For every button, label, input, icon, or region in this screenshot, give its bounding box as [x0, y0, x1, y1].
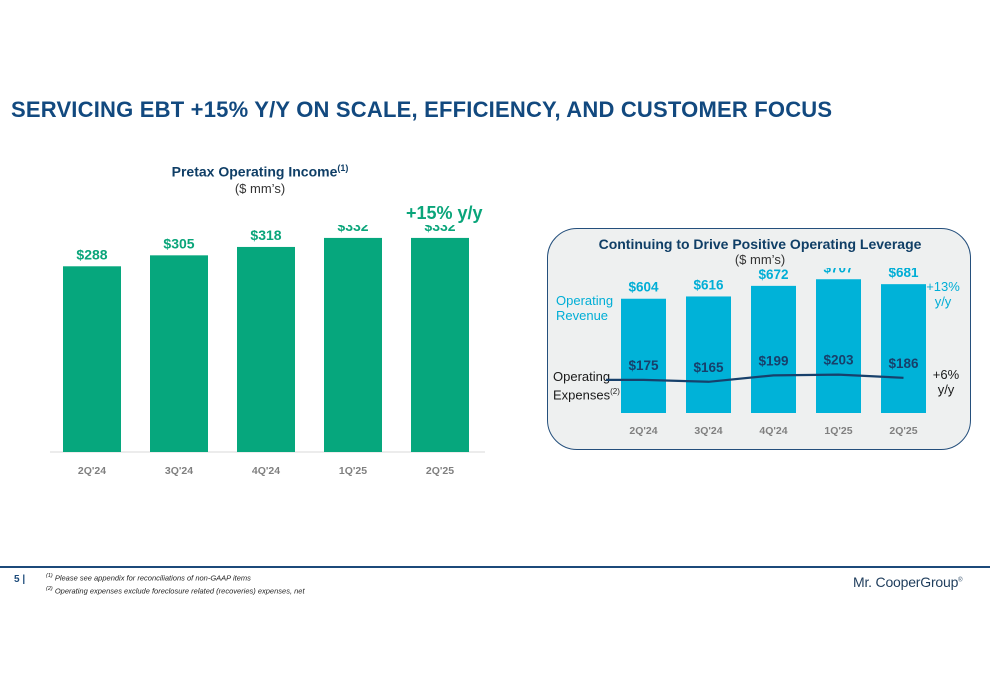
operating-revenue-label-line-1: Operating [556, 293, 614, 308]
page-number: 5 | [14, 574, 26, 585]
operating-revenue-value-label: $672 [758, 268, 788, 282]
expense-growth-label: +6% y/y [932, 367, 960, 397]
slide-title: SERVICING EBT +15% Y/Y ON SCALE, EFFICIE… [11, 97, 833, 122]
operating-expenses-label-text: Expenses [553, 387, 611, 403]
expense-growth-line-1: +6% [932, 367, 960, 382]
pretax-income-bar [63, 266, 121, 452]
operating-revenue-value-label: $681 [888, 268, 919, 280]
right-combo-chart: $604 2Q'24 $616 3Q'24 $672 4Q'24 $707 1Q'25 $681… [606, 268, 926, 437]
operating-revenue-bar [751, 285, 796, 413]
operating-expenses-label-line-2: Expenses(2) [553, 384, 620, 402]
operating-revenue-bar [686, 296, 731, 413]
footnote-2-marker: (2) [46, 585, 53, 592]
left-chart-x-tick: 3Q'24 [165, 465, 193, 477]
company-logo-mark: ® [958, 577, 963, 584]
operating-expenses-label-line-1: Operating [553, 369, 611, 384]
operating-revenue-bar [621, 298, 666, 413]
operating-expenses-value-label: $199 [758, 353, 788, 368]
operating-expenses-value-label: $165 [693, 360, 724, 375]
right-chart-x-tick: 2Q'24 [629, 425, 657, 437]
footnotes: (1) Please see appendix for reconciliati… [46, 571, 305, 596]
revenue-growth-line-2: y/y [934, 294, 952, 309]
pretax-income-value-label: $305 [163, 235, 194, 251]
pretax-income-bar [324, 237, 382, 452]
footnote-1-marker: (1) [46, 573, 53, 579]
left-bar-chart: $288 2Q'24 $305 3Q'24 $318 4Q'24 $332 1Q'25 $332… [50, 225, 485, 477]
operating-expenses-line [606, 373, 904, 383]
left-chart-title: Pretax Operating Income(1) [130, 163, 390, 180]
company-logo: Mr. CooperGroup® [853, 574, 963, 590]
pretax-income-value-label: $288 [76, 246, 107, 262]
company-logo-text: Mr. CooperGroup [853, 574, 959, 590]
operating-revenue-value-label: $616 [693, 277, 724, 292]
operating-revenue-label: Operating Revenue [556, 293, 613, 323]
operating-revenue-bar [881, 284, 926, 413]
pretax-income-value-label: $318 [250, 227, 281, 243]
footnote-1-text: Please see appendix for reconciliations … [52, 573, 251, 583]
revenue-growth-label: +13% y/y [926, 279, 960, 309]
left-chart-x-tick: 4Q'24 [252, 465, 280, 477]
expense-growth-line-2: y/y [937, 382, 955, 397]
left-chart-growth-label: +15% y/y [406, 203, 483, 223]
right-chart-subtitle: ($ mm’s) [734, 252, 786, 267]
revenue-growth-line-1: +13% [926, 279, 960, 294]
operating-expenses-value-label: $186 [888, 356, 919, 371]
pretax-income-bar [150, 255, 208, 452]
pretax-income-bar [411, 237, 469, 452]
right-chart-title: Continuing to Drive Positive Operating L… [598, 236, 922, 252]
operating-revenue-label-line-2: Revenue [556, 308, 609, 323]
left-chart-title-text: Pretax Operating Income [171, 163, 338, 180]
operating-revenue-value-label: $604 [628, 280, 659, 295]
operating-expenses-value-label: $175 [628, 358, 659, 373]
pretax-income-value-label: $332 [337, 225, 368, 234]
right-chart-x-tick: 2Q'25 [889, 425, 917, 437]
right-chart-x-tick: 1Q'25 [824, 425, 852, 437]
footnote-2: (2) Operating expenses exclude foreclosu… [46, 584, 305, 597]
operating-revenue-bar [816, 279, 861, 413]
right-chart-x-tick: 3Q'24 [694, 425, 722, 437]
footnote-2-text: Operating expenses exclude foreclosure r… [52, 586, 305, 595]
footer-divider [0, 566, 990, 568]
operating-expenses-label: Operating Expenses(2) [553, 369, 620, 402]
left-chart-x-tick: 1Q'25 [339, 465, 367, 477]
footnote-1: (1) Please see appendix for reconciliati… [46, 571, 305, 584]
left-chart-title-superscript: (1) [337, 163, 349, 173]
operating-revenue-value-label: $707 [823, 268, 853, 275]
left-chart-subtitle: ($ mm’s) [234, 181, 286, 196]
operating-expenses-superscript: (2) [610, 387, 620, 396]
left-chart-x-tick: 2Q'25 [426, 465, 454, 477]
right-chart-x-tick: 4Q'24 [759, 425, 787, 437]
pretax-income-value-label: $332 [424, 225, 455, 234]
operating-expenses-value-label: $203 [823, 353, 854, 368]
pretax-income-bar [237, 246, 295, 452]
left-chart-x-tick: 2Q'24 [78, 465, 106, 477]
